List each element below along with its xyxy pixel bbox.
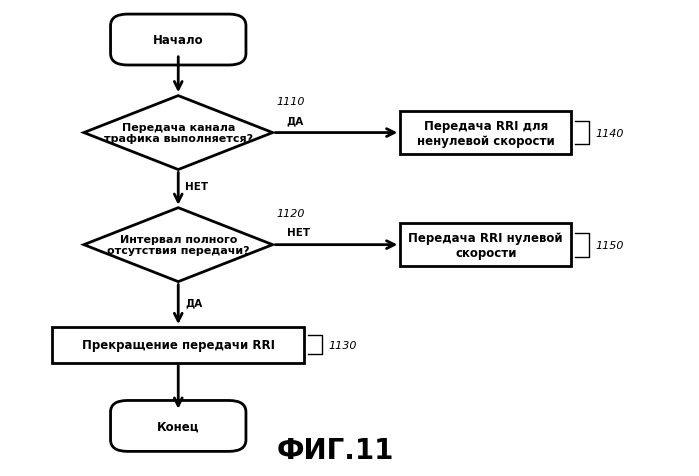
Text: Передача RRI нулевой
скорости: Передача RRI нулевой скорости: [408, 231, 563, 259]
Bar: [52, 327, 304, 363]
Polygon shape: [84, 208, 273, 282]
Text: 1110: 1110: [276, 96, 305, 106]
Bar: [400, 224, 572, 267]
Text: 1140: 1140: [596, 129, 624, 138]
Text: Начало: Начало: [153, 34, 203, 47]
Text: Передача канала
трафика выполняется?: Передача канала трафика выполняется?: [103, 122, 253, 144]
Text: Передача RRI для
ненулевой скорости: Передача RRI для ненулевой скорости: [417, 119, 555, 147]
Text: Интервал полного
отсутствия передачи?: Интервал полного отсутствия передачи?: [107, 234, 250, 256]
Text: Конец: Конец: [157, 419, 199, 433]
Bar: [400, 112, 572, 155]
Text: ДА: ДА: [185, 298, 203, 307]
Polygon shape: [84, 96, 273, 170]
Text: ДА: ДА: [287, 116, 304, 126]
Text: НЕТ: НЕТ: [287, 228, 310, 238]
FancyBboxPatch shape: [110, 15, 246, 66]
Text: ФИГ.11: ФИГ.11: [277, 436, 394, 464]
Text: Прекращение передачи RRI: Прекращение передачи RRI: [82, 338, 275, 352]
Text: НЕТ: НЕТ: [185, 182, 208, 192]
Text: 1150: 1150: [596, 240, 624, 250]
Text: 1120: 1120: [276, 208, 305, 218]
Text: 1130: 1130: [329, 340, 357, 350]
FancyBboxPatch shape: [110, 401, 246, 451]
